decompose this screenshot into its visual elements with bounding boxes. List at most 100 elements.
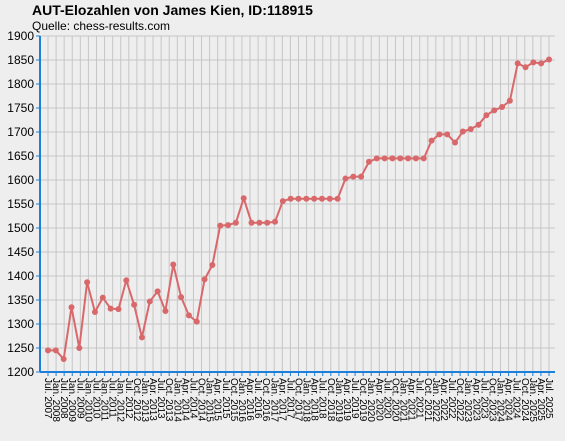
- y-tick-label: 1300: [7, 317, 34, 331]
- x-tick-label: Apr. 2019: [341, 378, 352, 421]
- y-tick-label: 1800: [7, 77, 34, 91]
- x-tick-label: Jan. 2016: [236, 378, 247, 422]
- y-tick-label: 1500: [7, 221, 34, 235]
- data-point: [68, 304, 75, 311]
- y-tick-label: 1850: [7, 53, 34, 67]
- data-point: [342, 175, 349, 182]
- x-tick-label: Jul. 2007: [42, 378, 53, 419]
- x-tick-label: Oct. 2021: [422, 378, 433, 422]
- x-tick-label: Oct. 2014: [196, 378, 207, 422]
- data-point: [287, 195, 294, 202]
- x-tick-label: Apr. 2022: [438, 378, 449, 421]
- data-point: [170, 261, 177, 268]
- y-tick-label: 1350: [7, 293, 34, 307]
- data-point: [428, 137, 435, 144]
- x-tick-label: Jul. 2011: [107, 378, 118, 418]
- data-point: [538, 60, 545, 67]
- x-tick-label: Jan. 2014: [171, 378, 182, 422]
- data-point: [412, 155, 419, 162]
- data-point: [146, 298, 153, 305]
- chart-subtitle: Quelle: chess-results.com: [32, 19, 171, 33]
- data-point: [318, 195, 325, 202]
- data-point: [76, 345, 83, 351]
- data-point: [162, 308, 169, 315]
- data-point: [217, 222, 224, 229]
- data-point: [499, 104, 506, 111]
- x-tick-label: Jan. 2021: [398, 378, 409, 422]
- x-tick-label: Jul. 2008: [58, 378, 69, 419]
- x-tick-label: Jan. 2012: [115, 378, 126, 422]
- x-tick-label: Jul. 2012: [123, 378, 134, 419]
- x-tick-label: Apr. 2020: [373, 378, 384, 421]
- x-tick-label: Oct. 2024: [519, 378, 530, 422]
- data-point: [115, 306, 122, 313]
- x-tick-label: Jul. 2017: [284, 378, 295, 419]
- x-tick-label: Jul. 2019: [349, 378, 360, 419]
- data-point: [107, 305, 114, 312]
- x-tick-label: Oct. 2016: [260, 378, 271, 422]
- data-point: [358, 173, 365, 180]
- data-point: [264, 219, 271, 226]
- data-point: [256, 219, 263, 226]
- x-tick-label: Jan. 2009: [66, 378, 77, 422]
- x-tick-label: Jan. 2017: [268, 378, 279, 422]
- data-point: [209, 261, 216, 268]
- data-point: [91, 309, 98, 315]
- x-tick-label: Jul. 2018: [317, 378, 328, 419]
- data-point: [350, 173, 357, 180]
- data-point: [52, 347, 59, 354]
- y-tick-label: 1400: [7, 269, 34, 283]
- x-tick-label: Apr. 2015: [212, 378, 223, 421]
- data-point: [522, 64, 529, 71]
- x-tick-label: Oct. 2019: [357, 378, 368, 422]
- x-tick-label: Apr. 2018: [309, 378, 320, 421]
- data-point: [201, 276, 208, 283]
- data-point: [193, 318, 200, 325]
- data-point: [365, 158, 372, 165]
- y-tick-label: 1700: [7, 125, 34, 139]
- data-point: [295, 195, 302, 202]
- data-point: [436, 131, 443, 138]
- x-tick-label: Oct. 2023: [486, 378, 497, 422]
- x-tick-label: Jan. 2020: [365, 378, 376, 422]
- x-tick-label: Jan. 2025: [527, 378, 538, 422]
- data-point: [475, 121, 482, 128]
- x-tick-label: Apr. 2023: [470, 378, 481, 421]
- data-point: [467, 126, 474, 133]
- x-tick-label: Jan. 2023: [462, 378, 473, 422]
- x-tick-label: Oct. 2020: [389, 378, 400, 422]
- x-tick-label: Jan. 2013: [139, 378, 150, 422]
- x-tick-label: Jan. 2024: [495, 378, 506, 422]
- data-point: [311, 195, 318, 202]
- data-point: [405, 155, 412, 162]
- y-tick-label: 1750: [7, 101, 34, 115]
- data-point: [240, 195, 247, 202]
- data-point: [381, 155, 388, 162]
- data-point: [373, 155, 380, 162]
- data-point: [45, 347, 51, 354]
- data-point: [459, 128, 466, 135]
- data-point: [530, 59, 537, 66]
- data-point: [185, 312, 192, 319]
- x-tick-label: Jul. 2021: [414, 378, 425, 419]
- data-point: [397, 155, 404, 162]
- x-tick-label: Jul. 2022: [446, 378, 457, 419]
- x-tick-label: Oct. 2012: [131, 378, 142, 422]
- x-tick-label: Jan. 2018: [301, 378, 312, 422]
- data-point: [84, 279, 91, 286]
- y-tick-label: 1600: [7, 173, 34, 187]
- data-point: [178, 294, 185, 301]
- data-point: [452, 139, 459, 146]
- data-point: [279, 198, 286, 205]
- x-tick-label: Apr. 2021: [406, 378, 417, 421]
- x-tick-label: Jul. 2023: [478, 378, 489, 419]
- x-tick-label: Apr. 2014: [179, 378, 190, 421]
- data-point: [225, 222, 232, 229]
- y-tick-label: 1450: [7, 245, 34, 259]
- x-tick-label: Jan. 2008: [50, 378, 61, 422]
- data-point: [131, 301, 138, 308]
- data-point: [154, 288, 161, 295]
- data-point: [303, 195, 310, 202]
- y-tick-label: 1900: [7, 29, 34, 43]
